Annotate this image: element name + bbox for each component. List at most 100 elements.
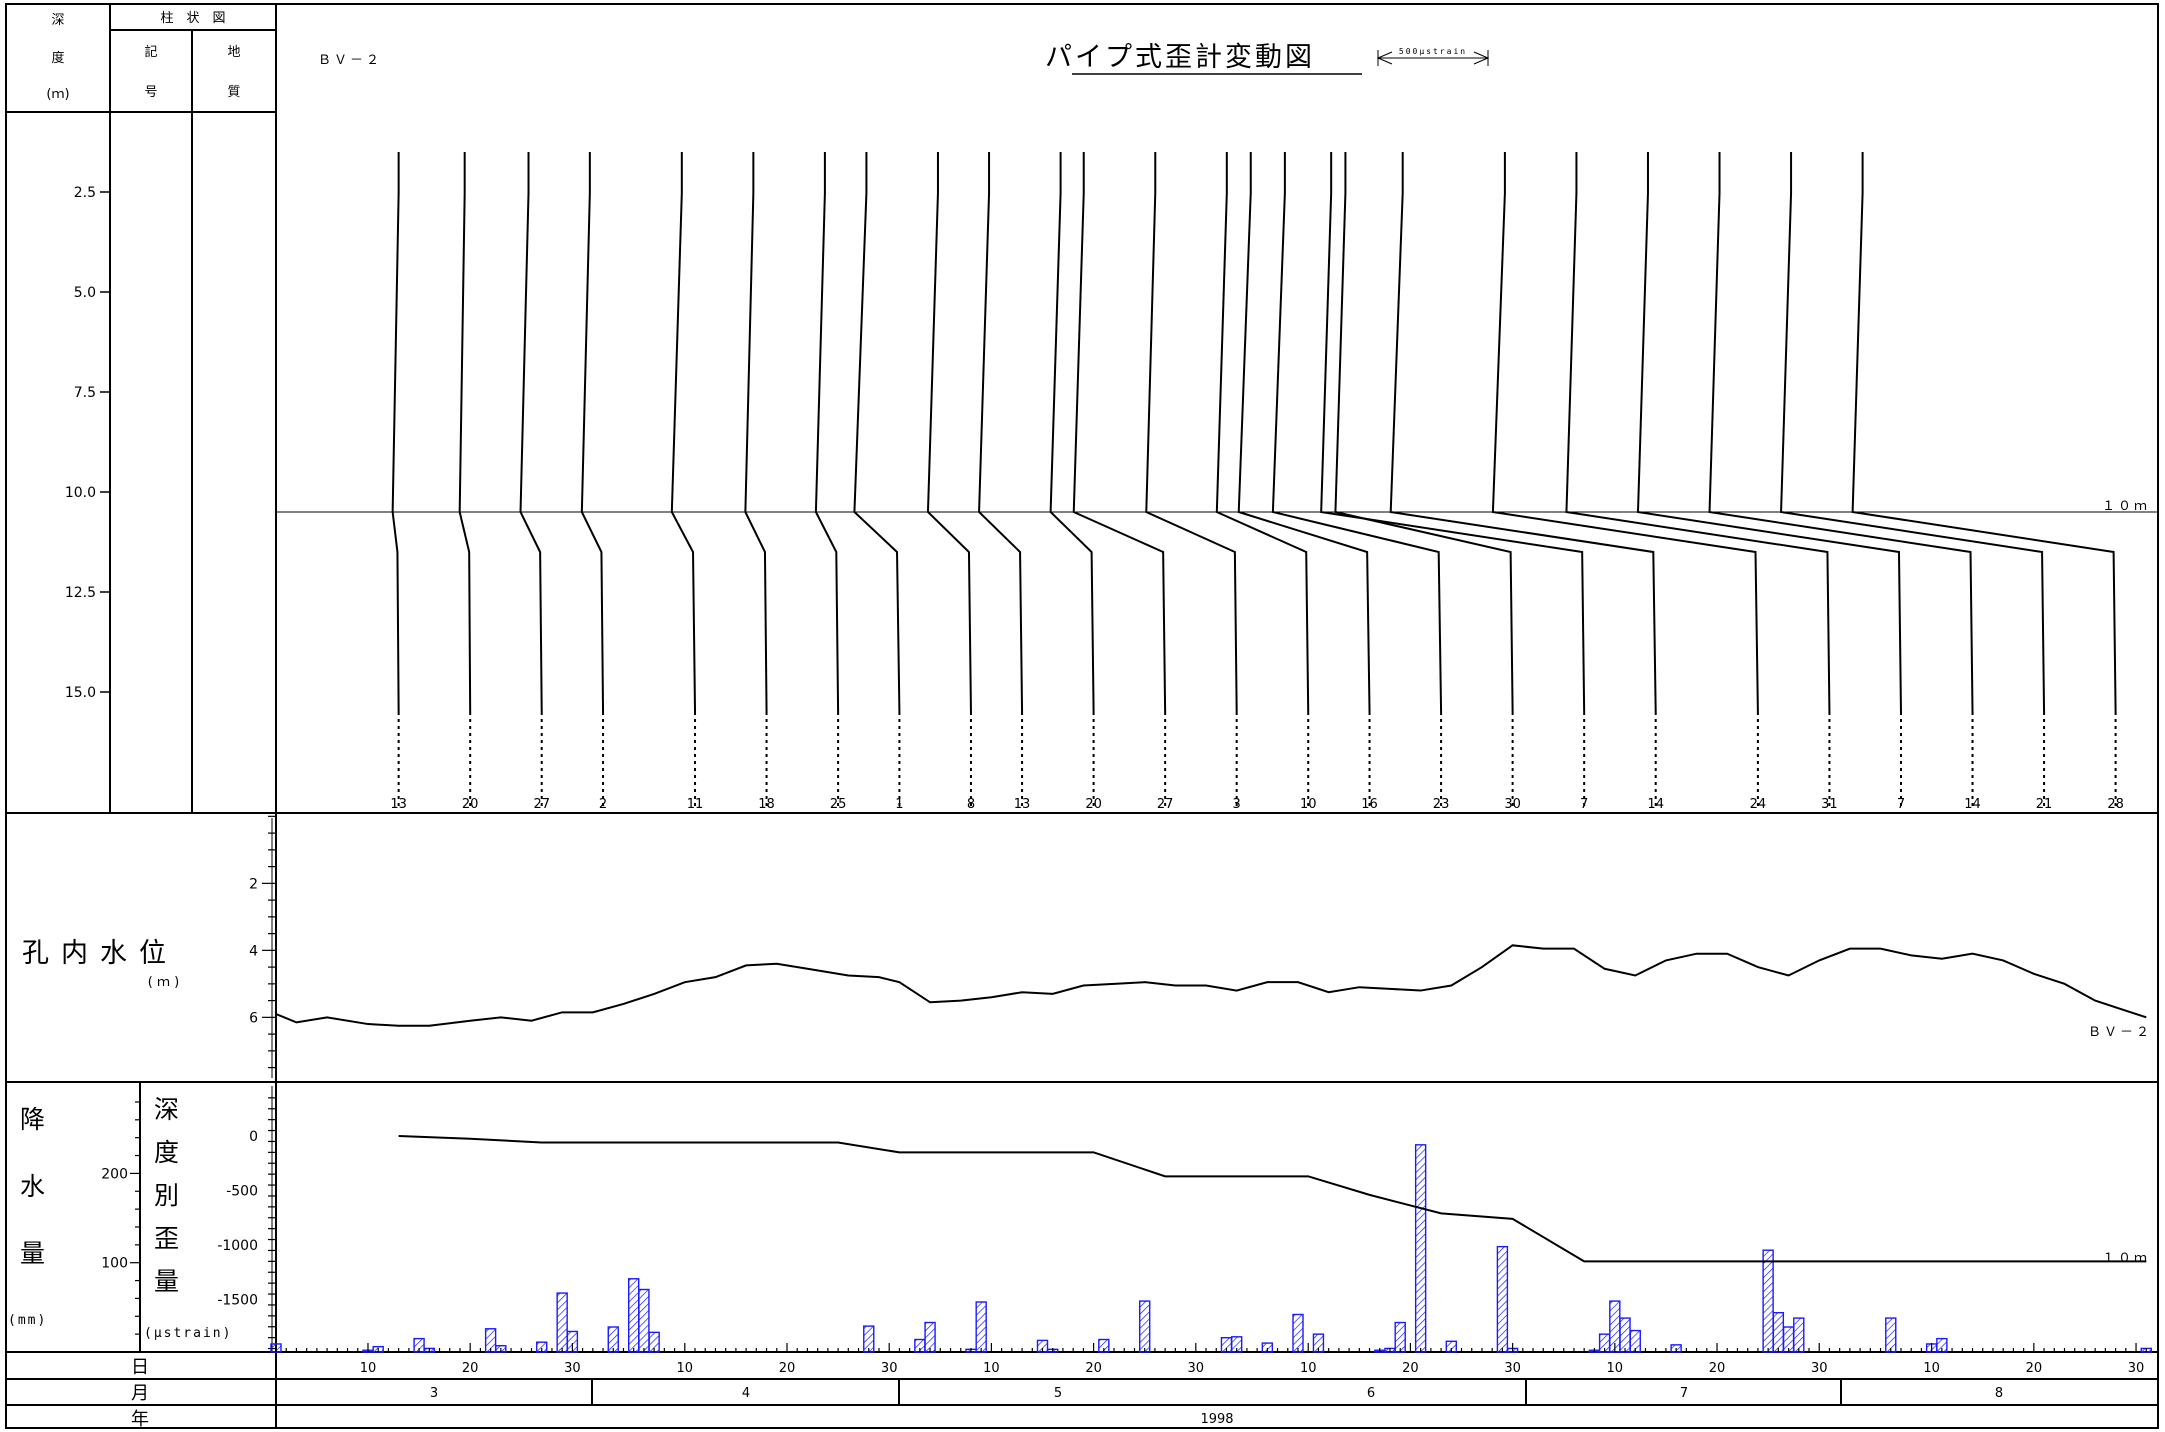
page-title: パイプ式歪計変動図 <box>1045 42 1315 73</box>
day-tick-label: 20 <box>1402 1361 1419 1376</box>
strain-label-1: 深 <box>154 1095 179 1124</box>
depth-tick-label: 15.0 <box>65 685 96 701</box>
day-tick-label: 20 <box>462 1361 479 1376</box>
symbol-label-1: 記 <box>144 44 157 60</box>
profile-day-label: 3 <box>1233 797 1241 812</box>
profile-day-label: 7 <box>1897 797 1905 812</box>
month-label: 8 <box>1995 1386 2003 1401</box>
month-label: 6 <box>1367 1386 1375 1401</box>
strain-profile-line <box>1389 152 1657 713</box>
strain-profile-line <box>1565 152 1831 713</box>
strain-profile-line <box>1271 152 1443 713</box>
day-row-label: 日 <box>131 1357 149 1378</box>
rain-label: 降 水 量 <box>20 1105 45 1268</box>
day-tick-label: 30 <box>881 1361 898 1376</box>
depth-tick-label: 10.0 <box>65 485 96 501</box>
strain-profile-line <box>744 152 768 713</box>
rain-label-3: 量 <box>20 1239 45 1268</box>
day-tick-label: 30 <box>1504 1361 1521 1376</box>
water-tick-label: 2 <box>249 876 258 892</box>
depth-label-2: 度 <box>51 50 64 66</box>
water-level-line <box>275 944 2147 1027</box>
month-row-label: 月 <box>131 1383 149 1404</box>
rain-bar <box>975 1301 987 1353</box>
strain-profile-line <box>978 152 1024 713</box>
strain-profile-line <box>1708 152 1974 713</box>
profile-day-label: 13 <box>1014 797 1031 812</box>
strain-profile-line <box>1334 152 1514 713</box>
month-label: 3 <box>430 1386 438 1401</box>
rain-bar <box>628 1278 640 1353</box>
strain-profile-line <box>1072 152 1167 713</box>
profile-day-label: 30 <box>1504 797 1521 812</box>
strain-profile-line <box>814 152 840 713</box>
strain-profile-line <box>580 152 605 713</box>
strain-profile-line <box>1237 152 1371 713</box>
strain-label-4: 歪 <box>154 1224 179 1253</box>
rain-bar <box>1138 1300 1151 1353</box>
day-tick-label: 20 <box>2026 1361 2043 1376</box>
strain-label: 深 度 別 歪 量 <box>154 1095 179 1296</box>
strain-tick-label: -1500 <box>217 1293 258 1309</box>
strain-axis: 0 -500 -1000 -1500 <box>217 1086 276 1352</box>
profile-day-label: 16 <box>1361 797 1378 812</box>
profile-day-label: 1 <box>895 797 903 812</box>
profile-day-label: 14 <box>1964 797 1981 812</box>
rain-bar <box>1772 1312 1785 1353</box>
rain-bar <box>1292 1313 1304 1353</box>
rain-bar <box>1496 1245 1509 1353</box>
strain-profile-line <box>1636 152 1902 713</box>
day-tick-label: 10 <box>983 1361 1000 1376</box>
profile-day-label: 28 <box>2107 797 2124 812</box>
depth-tick-label: 7.5 <box>74 385 96 401</box>
rain-bar <box>556 1292 568 1353</box>
profile-day-label: 14 <box>1647 797 1664 812</box>
rain-bar <box>1885 1317 1897 1353</box>
depth-tick-label: 2.5 <box>74 185 96 201</box>
profile-day-label: 23 <box>1433 797 1450 812</box>
rain-tick-label: 200 <box>101 1166 128 1182</box>
profile-day-label: 18 <box>758 797 775 812</box>
strain-profile-line <box>1049 152 1095 713</box>
rain-bar <box>924 1321 936 1353</box>
profile-day-label: 2 <box>599 797 607 812</box>
day-tick-label: 30 <box>1188 1361 1205 1376</box>
strain-profile-line <box>1851 152 2117 713</box>
rain-bar <box>638 1288 650 1353</box>
year-value: 1998 <box>1200 1412 1233 1427</box>
day-axis: 10 20 30 10 20 30 10 20 30 10 20 30 10 20 30 10 20 30 <box>275 1343 2147 1376</box>
rain-bar <box>1762 1249 1774 1353</box>
strain-profile-line <box>1215 152 1310 713</box>
profile-day-label: 24 <box>1750 797 1767 812</box>
day-tick-label: 20 <box>1085 1361 1102 1376</box>
profile-day-label: 10 <box>1300 797 1317 812</box>
rain-label-2: 水 <box>20 1172 45 1201</box>
profile-day-label: 27 <box>533 797 550 812</box>
month-labels: 3 4 5 6 7 8 <box>430 1386 2003 1401</box>
geology-label-1: 地 <box>227 45 240 60</box>
profile-day-label: 13 <box>390 797 407 812</box>
rain-axis: 100 200 <box>101 1086 141 1353</box>
year-row-label: 年 <box>131 1409 149 1430</box>
day-tick-label: 20 <box>1709 1361 1726 1376</box>
strain-profile-line <box>391 152 400 713</box>
month-label: 5 <box>1054 1386 1062 1401</box>
depth-tick-label: 12.5 <box>65 585 96 601</box>
strain-tick-label: 0 <box>249 1129 258 1145</box>
strain-tick-label: -1000 <box>217 1238 258 1254</box>
day-tick-label: 30 <box>564 1361 581 1376</box>
rain-bar <box>1414 1144 1427 1353</box>
day-tick-label: 30 <box>2128 1361 2145 1376</box>
rain-unit: (mm) <box>8 1313 47 1328</box>
symbol-label-2: 号 <box>144 85 157 100</box>
profile-day-label: 7 <box>1580 797 1588 812</box>
day-tick-label: 10 <box>1300 1361 1317 1376</box>
strain-profile-line <box>519 152 543 713</box>
rain-tick-label: 100 <box>101 1256 128 1272</box>
day-tick-label: 10 <box>1607 1361 1624 1376</box>
marker-10m-bottom: １０ｍ <box>2102 1251 2150 1266</box>
profile-day-label: 27 <box>1157 797 1174 812</box>
rain-bar <box>1793 1317 1805 1353</box>
depth-tick-label: 5.0 <box>74 285 96 301</box>
